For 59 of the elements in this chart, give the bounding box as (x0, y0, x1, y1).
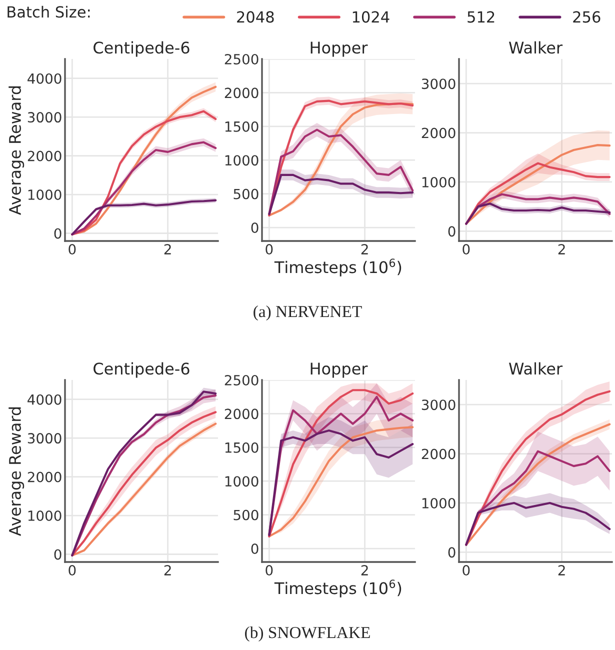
legend-label: 2048 (237, 11, 274, 23)
y-tick-label: 2000 (28, 472, 62, 482)
chart-title: Hopper (310, 362, 368, 378)
y-tick-label: 2000 (224, 408, 258, 420)
y-tick-label: 2500 (224, 54, 258, 64)
x-tick-label: 2 (164, 565, 171, 576)
y-tick-label: 4000 (28, 73, 62, 84)
y-tick-label: 3000 (422, 400, 456, 410)
chart-title: Walker (509, 41, 563, 54)
x-tick-label: 2 (361, 565, 368, 576)
y-tick-label: 1000 (422, 176, 456, 188)
y-tick-label: 1000 (225, 476, 258, 487)
y-tick-label: 2500 (224, 374, 258, 386)
legend-title: Batch Size: (8, 6, 90, 18)
x-tick-label: 2 (558, 565, 565, 576)
y-tick-label: 0 (448, 547, 456, 558)
x-tick-label: 2 (164, 244, 171, 254)
y-tick-label: 1500 (225, 121, 258, 132)
y-tick-label: 1000 (28, 510, 62, 522)
x-tick-label: 0 (266, 565, 273, 576)
y-tick-label: 4000 (28, 394, 62, 405)
y-axis-title: Average Reward (8, 86, 24, 215)
y-tick-label: 500 (234, 510, 258, 520)
chart-title: Walker (509, 362, 563, 375)
y-tick-label: 3000 (28, 433, 62, 444)
y-tick-label: 1000 (225, 155, 258, 166)
chart-title: Centipede-6 (94, 362, 190, 378)
legend-label: 256 (573, 11, 600, 23)
legend-label: 1024 (352, 11, 390, 23)
y-tick-label: 0 (54, 549, 62, 560)
y-tick-label: 0 (251, 222, 258, 233)
x-axis-title: Timesteps (10$^{6}$) (274, 580, 402, 598)
y-tick-label: 0 (448, 226, 456, 237)
y-tick-label: 2000 (422, 448, 456, 460)
chart-title: Centipede-6 (94, 41, 190, 57)
legend-label: 512 (468, 11, 494, 23)
y-tick-label: 3000 (422, 78, 456, 90)
y-tick-label: 500 (234, 188, 258, 200)
y-tick-label: 1500 (225, 442, 258, 453)
chart-title: Hopper (310, 42, 368, 57)
y-tick-label: 2000 (224, 88, 258, 98)
x-tick-label: 0 (462, 565, 470, 576)
x-tick-label: 0 (462, 244, 470, 255)
x-tick-label: 0 (68, 565, 76, 576)
y-tick-label: 0 (251, 543, 258, 554)
y-tick-label: 3000 (28, 112, 62, 123)
x-axis-title: Timesteps (10$^{6}$) (274, 258, 402, 276)
text: (a) NERVENET (254, 305, 362, 321)
x-tick-label: 0 (266, 244, 273, 255)
text: (b) SNOWFLAKE (245, 626, 370, 642)
x-tick-label: 2 (361, 244, 368, 254)
y-tick-label: 2000 (28, 150, 62, 162)
y-tick-label: 1000 (422, 498, 456, 508)
y-tick-label: 0 (54, 228, 62, 239)
y-axis-title: Average Reward (8, 407, 24, 536)
x-tick-label: 2 (558, 244, 565, 254)
y-tick-label: 1000 (28, 190, 62, 200)
x-tick-label: 0 (68, 244, 76, 255)
y-tick-label: 2000 (422, 128, 456, 138)
